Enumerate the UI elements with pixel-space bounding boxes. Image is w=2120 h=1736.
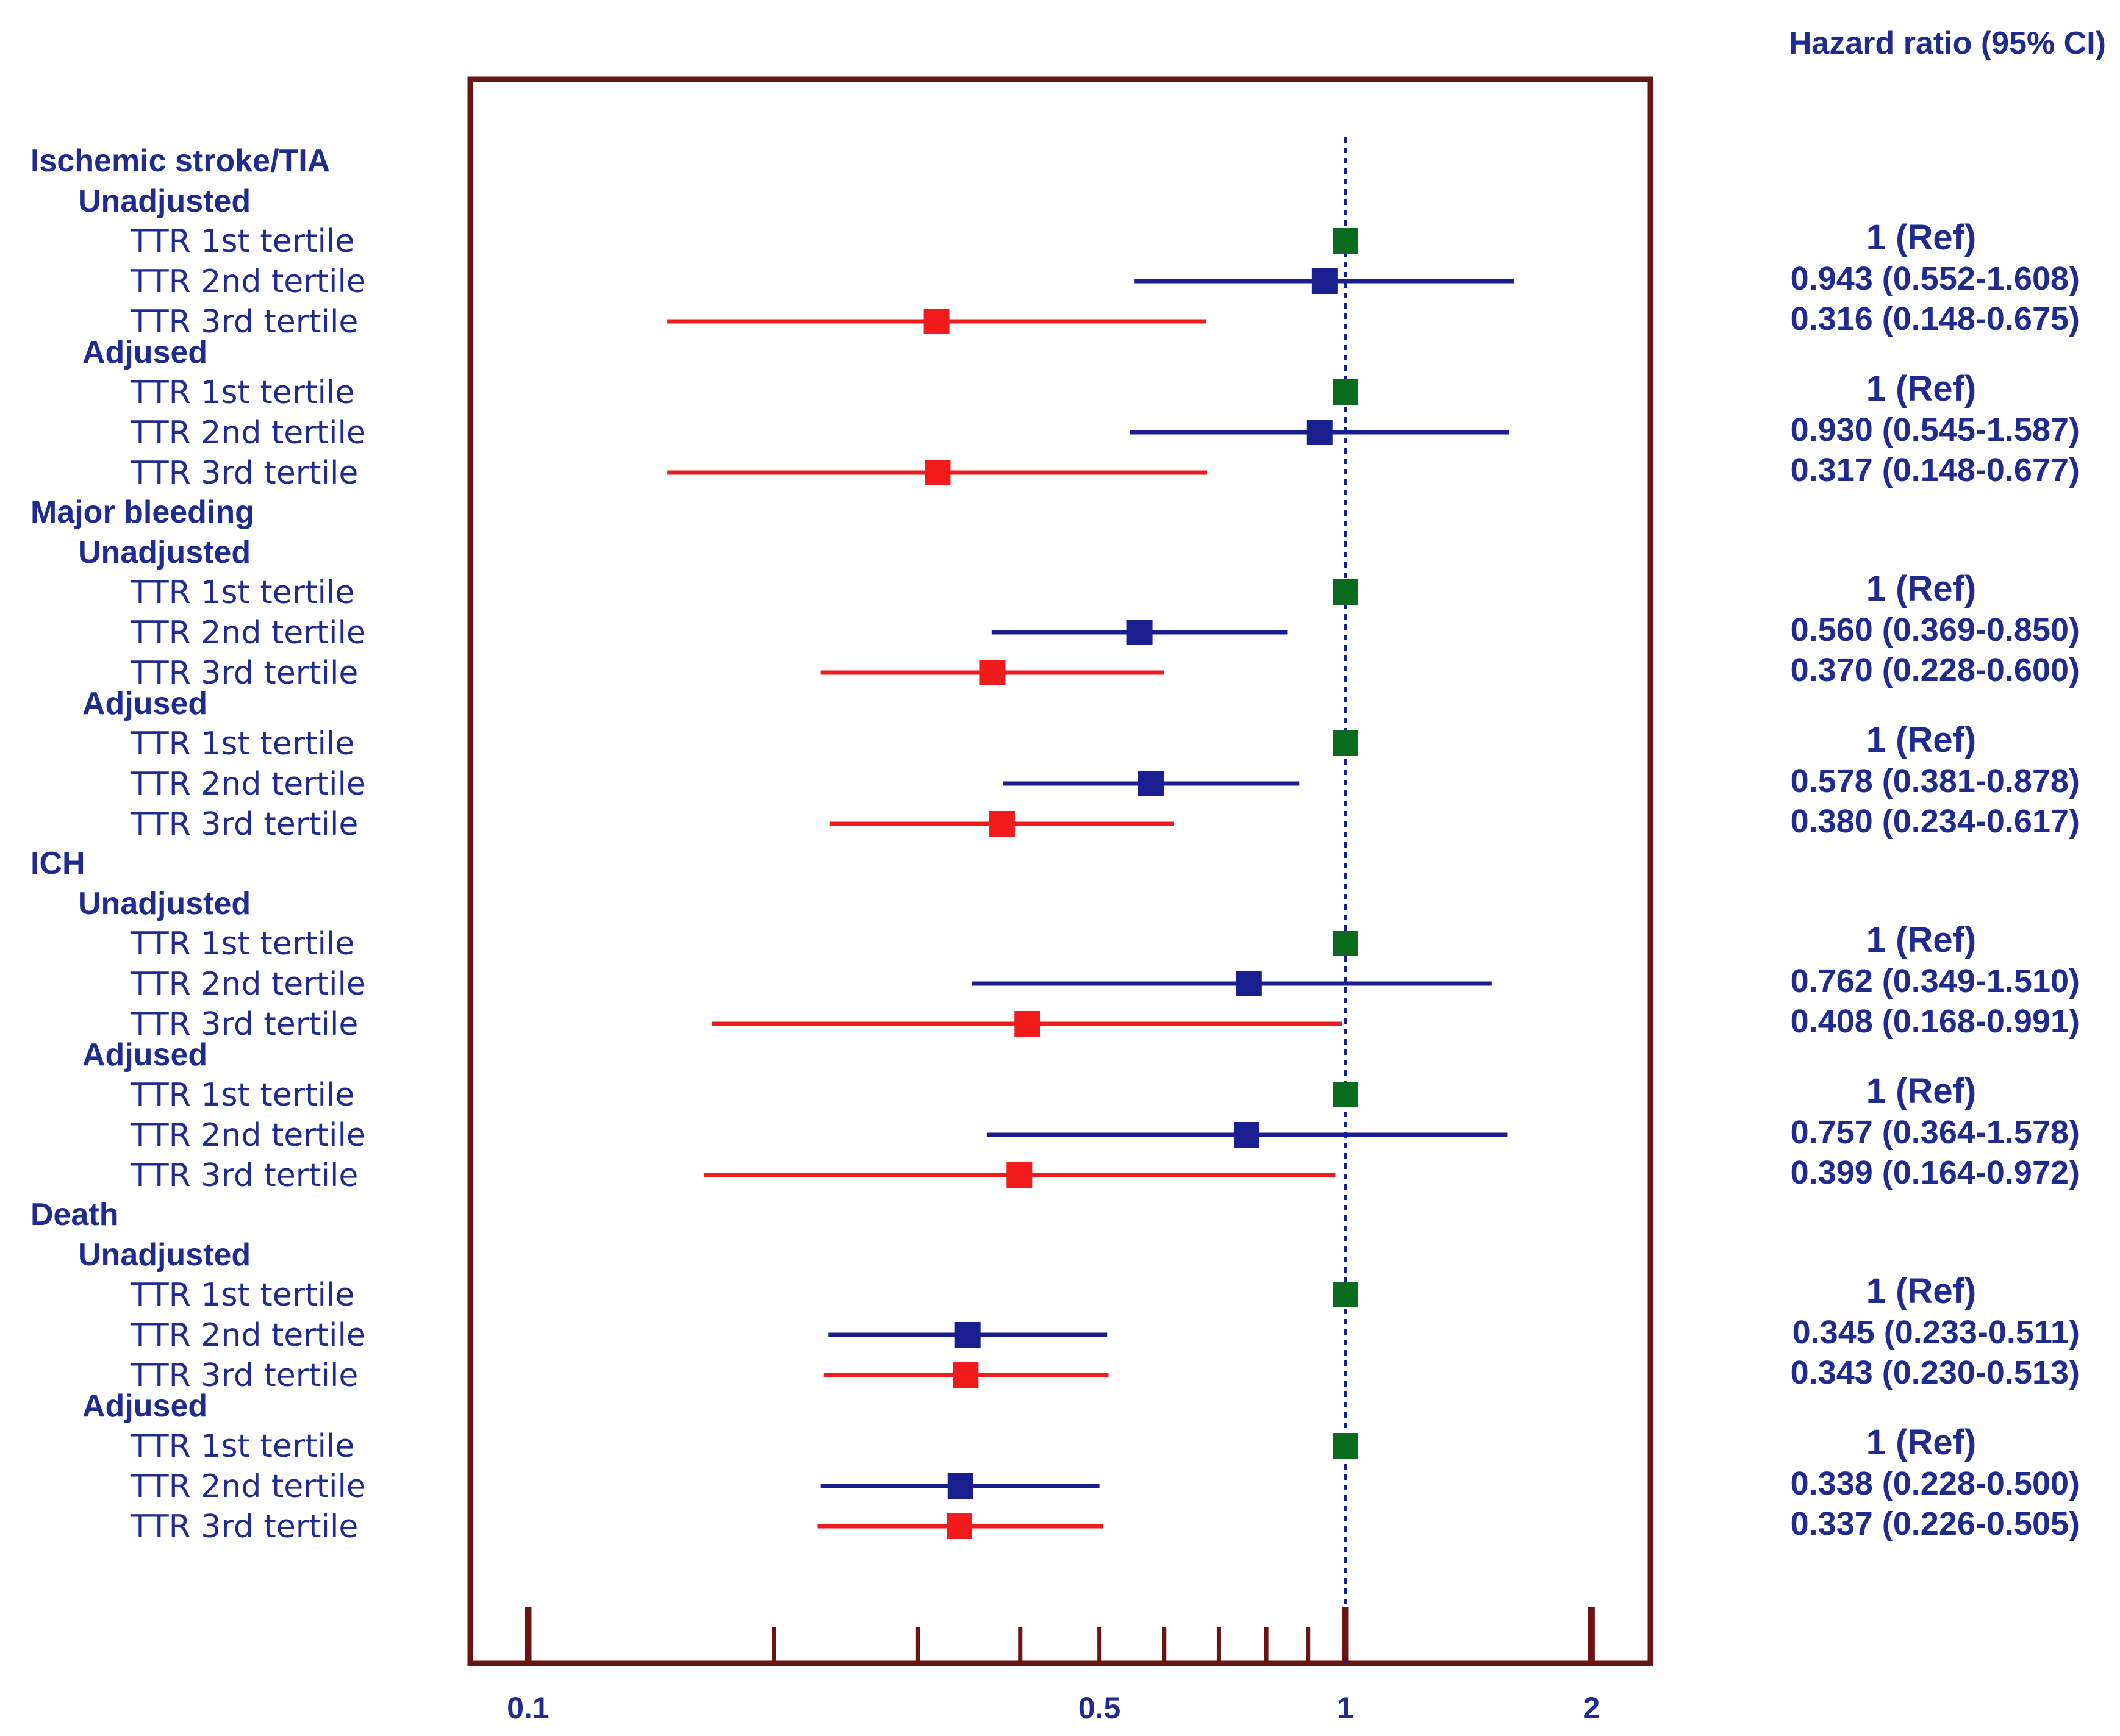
hr-marker (989, 811, 1015, 837)
hr-text: 1 (Ref) (1866, 1071, 1976, 1111)
row-label: TTR 2nd tertile (130, 1317, 366, 1354)
hr-marker (954, 1322, 981, 1348)
model-label: Adjused (82, 686, 207, 721)
hr-marker (1014, 1011, 1040, 1037)
hr-text: 0.560 (0.369-0.850) (1791, 612, 2080, 648)
row-label: TTR 3rd tertile (130, 806, 358, 843)
hr-marker (979, 660, 1006, 685)
hr-text: 0.317 (0.148-0.677) (1791, 452, 2080, 488)
row-label: TTR 3rd tertile (130, 455, 358, 491)
row-label: TTR 2nd tertile (130, 766, 366, 802)
model-label: Unadjusted (78, 886, 251, 921)
hr-text: 1 (Ref) (1866, 920, 1976, 960)
outcome-label: ICH (30, 846, 85, 881)
hr-text: 0.408 (0.168-0.991) (1791, 1003, 2080, 1040)
outcome-label: Ischemic stroke/TIA (30, 143, 330, 179)
hr-text: 1 (Ref) (1866, 569, 1976, 609)
hr-text: 0.316 (0.148-0.675) (1791, 301, 2080, 337)
hr-marker (1126, 620, 1153, 645)
hr-marker (1333, 228, 1358, 254)
hr-text: 1 (Ref) (1866, 218, 1976, 257)
row-label: TTR 1st tertile (130, 574, 354, 611)
tick-label: 2 (1583, 1691, 1600, 1725)
hr-text: 0.930 (0.545-1.587) (1791, 412, 2080, 448)
row-label: TTR 2nd tertile (130, 1117, 366, 1154)
tick-label: 0.5 (1078, 1691, 1121, 1725)
row-label: TTR 3rd tertile (130, 1509, 358, 1545)
hr-text: 0.578 (0.381-0.878) (1791, 763, 2080, 799)
outcome-label: Major bleeding (30, 495, 254, 530)
row-label: TTR 1st tertile (130, 1077, 354, 1113)
row-label: TTR 1st tertile (130, 223, 354, 260)
hr-text: 0.943 (0.552-1.608) (1791, 260, 2080, 297)
row-label: TTR 1st tertile (130, 374, 354, 411)
hr-marker (1333, 730, 1358, 756)
hr-marker (1137, 771, 1164, 796)
row-label: TTR 2nd tertile (130, 615, 366, 651)
row-label: TTR 1st tertile (130, 726, 354, 762)
hr-marker (1333, 379, 1358, 405)
hr-text: 1 (Ref) (1866, 369, 1976, 409)
hr-text: 1 (Ref) (1866, 1423, 1976, 1462)
hr-marker (1306, 420, 1333, 445)
tick-label: 0.1 (507, 1691, 550, 1725)
row-label: TTR 1st tertile (130, 1277, 354, 1313)
hr-text: 0.380 (0.234-0.617) (1791, 803, 2080, 840)
column-header: Hazard ratio (95% CI) (1789, 26, 2106, 61)
hr-text: 0.762 (0.349-1.510) (1791, 963, 2080, 999)
row-label: TTR 1st tertile (130, 1428, 354, 1465)
row-label: TTR 3rd tertile (130, 1006, 358, 1043)
row-label: TTR 2nd tertile (130, 966, 366, 1002)
row-label: TTR 2nd tertile (130, 415, 366, 451)
hr-marker (1333, 1282, 1358, 1307)
hr-text: 0.345 (0.233-0.511) (1792, 1314, 2080, 1351)
hr-marker (947, 1513, 973, 1539)
row-label: TTR 1st tertile (130, 926, 354, 962)
hr-text: 0.338 (0.228-0.500) (1791, 1465, 2080, 1502)
hr-text: 0.399 (0.164-0.972) (1791, 1154, 2080, 1191)
tick-label: 1 (1337, 1691, 1354, 1725)
hr-text: 1 (Ref) (1866, 720, 1976, 760)
hr-text: 0.757 (0.364-1.578) (1791, 1114, 2080, 1151)
hr-marker (947, 1473, 973, 1499)
row-label: TTR 3rd tertile (130, 1357, 358, 1394)
model-label: Adjused (82, 1388, 207, 1424)
hr-marker (925, 460, 951, 485)
hr-marker (1311, 268, 1338, 294)
model-label: Adjused (82, 1037, 207, 1073)
row-label: TTR 3rd tertile (130, 655, 358, 691)
hr-marker (1236, 971, 1262, 996)
hr-marker (953, 1362, 979, 1388)
row-label: TTR 3rd tertile (130, 1157, 358, 1194)
hr-marker (1006, 1162, 1033, 1188)
outcome-label: Death (30, 1197, 118, 1232)
plot-frame (467, 76, 1653, 1666)
model-label: Unadjusted (78, 1237, 251, 1273)
row-label: TTR 2nd tertile (130, 263, 366, 300)
hr-text: 0.370 (0.228-0.600) (1791, 652, 2080, 688)
row-label: TTR 2nd tertile (130, 1468, 366, 1505)
hr-text: 0.343 (0.230-0.513) (1791, 1354, 2080, 1391)
hr-marker (1333, 1082, 1358, 1107)
model-label: Unadjusted (78, 535, 251, 570)
hr-marker (923, 309, 950, 334)
hr-text: 1 (Ref) (1866, 1271, 1976, 1311)
hr-marker (1333, 1433, 1358, 1459)
row-label: TTR 3rd tertile (130, 304, 358, 340)
hr-marker (1233, 1122, 1259, 1148)
model-label: Unadjusted (78, 184, 251, 219)
hr-marker (1333, 579, 1358, 605)
hr-text: 0.337 (0.226-0.505) (1791, 1506, 2080, 1542)
hr-marker (1333, 931, 1358, 956)
model-label: Adjused (82, 335, 207, 370)
